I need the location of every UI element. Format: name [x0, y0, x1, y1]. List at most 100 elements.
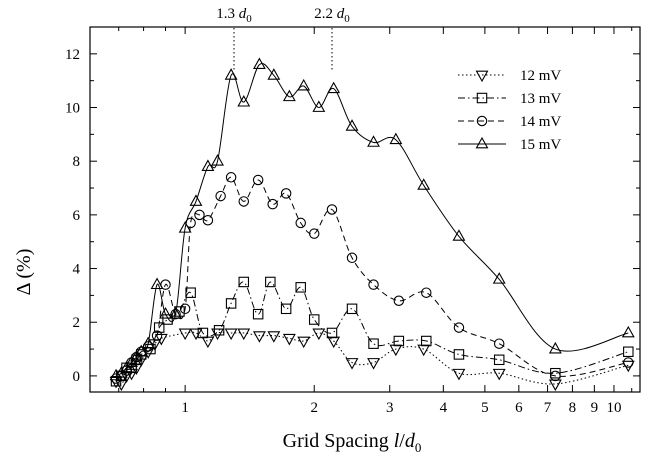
- legend-item: 14 mV: [458, 114, 561, 130]
- data-point-square: [326, 327, 338, 339]
- data-point-triangle-down: [282, 333, 296, 346]
- data-point-square: [225, 298, 237, 309]
- data-point-square: [623, 346, 634, 357]
- data-point-triangle-up: [282, 89, 296, 102]
- data-point-square: [346, 303, 358, 315]
- data-point-triangle-up: [159, 307, 172, 319]
- x-tick-label: 10: [606, 400, 621, 416]
- series-14-mv: [110, 172, 634, 384]
- data-point-triangle-down: [417, 344, 431, 357]
- annotations: 1.3 d0 2.2 d0: [216, 6, 350, 25]
- data-point-circle: [623, 357, 634, 368]
- x-tick-label: 3: [386, 400, 394, 416]
- series-15-mv: [109, 57, 635, 381]
- data-point-triangle-up: [252, 57, 266, 69]
- data-point-circle: [267, 198, 278, 210]
- x-title-symbol: d: [405, 430, 416, 452]
- annotation-guides: [233, 28, 333, 72]
- data-point-circle: [493, 338, 505, 349]
- annotation-label: 1.3 d0: [216, 6, 252, 25]
- data-point-triangle-up: [134, 344, 148, 357]
- annotation-value: 2.2: [314, 6, 337, 22]
- y-tick-label: 12: [65, 47, 80, 63]
- data-point-square: [238, 276, 250, 288]
- plot-frame: [89, 26, 641, 393]
- data-point-square: [421, 335, 432, 347]
- data-point-triangle-down: [297, 336, 311, 349]
- data-point-triangle-up: [267, 68, 281, 80]
- legend-item: 12 mV: [458, 68, 561, 84]
- x-title-main: Grid Spacing: [283, 430, 394, 452]
- legend-label: 14 mV: [520, 114, 561, 130]
- series-line: [115, 63, 629, 377]
- data-point-circle: [280, 188, 292, 199]
- data-point-circle: [295, 217, 306, 229]
- data-point-circle: [550, 370, 561, 382]
- data-point-circle: [225, 172, 237, 183]
- x-title-slash: /: [399, 430, 405, 452]
- x-tick-label: 8: [569, 400, 577, 416]
- data-point-circle: [476, 115, 488, 127]
- x-title-var: l: [394, 430, 400, 452]
- annotation-label: 2.2 d0: [314, 6, 350, 25]
- data-point-triangle-up: [312, 100, 326, 112]
- data-point-triangle-down: [312, 328, 326, 341]
- data-point-triangle-down: [327, 336, 341, 349]
- data-point-square: [393, 335, 405, 347]
- annotation-subscript: 0: [246, 13, 252, 25]
- data-point-triangle-down: [252, 331, 266, 343]
- x-tick-label: 6: [515, 400, 523, 416]
- x-tick-label: 2: [310, 400, 318, 416]
- data-point-square: [252, 308, 264, 320]
- data-point-triangle-up: [189, 194, 203, 206]
- annotation-symbol: d: [337, 6, 345, 22]
- y-tick-label: 0: [73, 369, 81, 385]
- data-point-triangle-down: [237, 328, 251, 341]
- data-point-triangle-up: [224, 68, 238, 80]
- y-tick-label: 6: [73, 208, 81, 224]
- annotation-value: 1.3: [216, 6, 239, 22]
- x-tick-label: 9: [591, 400, 599, 416]
- data-point-triangle-down: [367, 358, 380, 370]
- legend-label: 13 mV: [520, 91, 561, 107]
- data-point-circle: [194, 209, 205, 221]
- data-point-square: [368, 338, 379, 349]
- data-point-circle: [179, 303, 191, 315]
- y-tick-label: 2: [73, 315, 81, 331]
- data-point-circle: [202, 214, 214, 226]
- data-point-circle: [252, 174, 264, 186]
- data-point-triangle-up: [141, 336, 155, 349]
- data-point-circle: [215, 190, 226, 202]
- data-point-triangle-up: [621, 325, 635, 338]
- data-point-square: [197, 327, 209, 339]
- data-point-square: [453, 349, 465, 360]
- data-point-circle: [170, 308, 181, 320]
- data-point-square: [493, 354, 505, 366]
- data-point-circle: [326, 204, 338, 215]
- legend: 12 mV 13 mV 14 mV 15 mV: [458, 68, 561, 153]
- data-point-square: [308, 314, 320, 325]
- data-point-triangle-up: [452, 229, 466, 241]
- data-point-square: [295, 282, 306, 293]
- data-point-circle: [421, 287, 432, 298]
- x-title-subscript: 0: [415, 440, 422, 455]
- y-tick-label: 4: [73, 262, 81, 278]
- data-point-square: [280, 303, 292, 315]
- axis-ticks: [90, 27, 640, 392]
- data-point-triangle-down: [189, 328, 203, 341]
- data-point-circle: [238, 196, 250, 207]
- y-axis-title: Δ (%): [13, 249, 35, 296]
- y-tick-label: 10: [65, 101, 80, 117]
- x-tick-label: 4: [440, 400, 448, 416]
- data-point-triangle-up: [237, 95, 251, 107]
- x-tick-label: 5: [481, 400, 489, 416]
- data-point-triangle-up: [150, 277, 164, 290]
- data-point-triangle-down: [267, 331, 281, 343]
- annotation-subscript: 0: [344, 13, 350, 25]
- data-point-triangle-up: [417, 178, 431, 190]
- x-axis-title: Grid Spacing l/d0: [283, 430, 422, 455]
- data-point-square: [265, 276, 276, 288]
- data-point-circle: [368, 279, 379, 290]
